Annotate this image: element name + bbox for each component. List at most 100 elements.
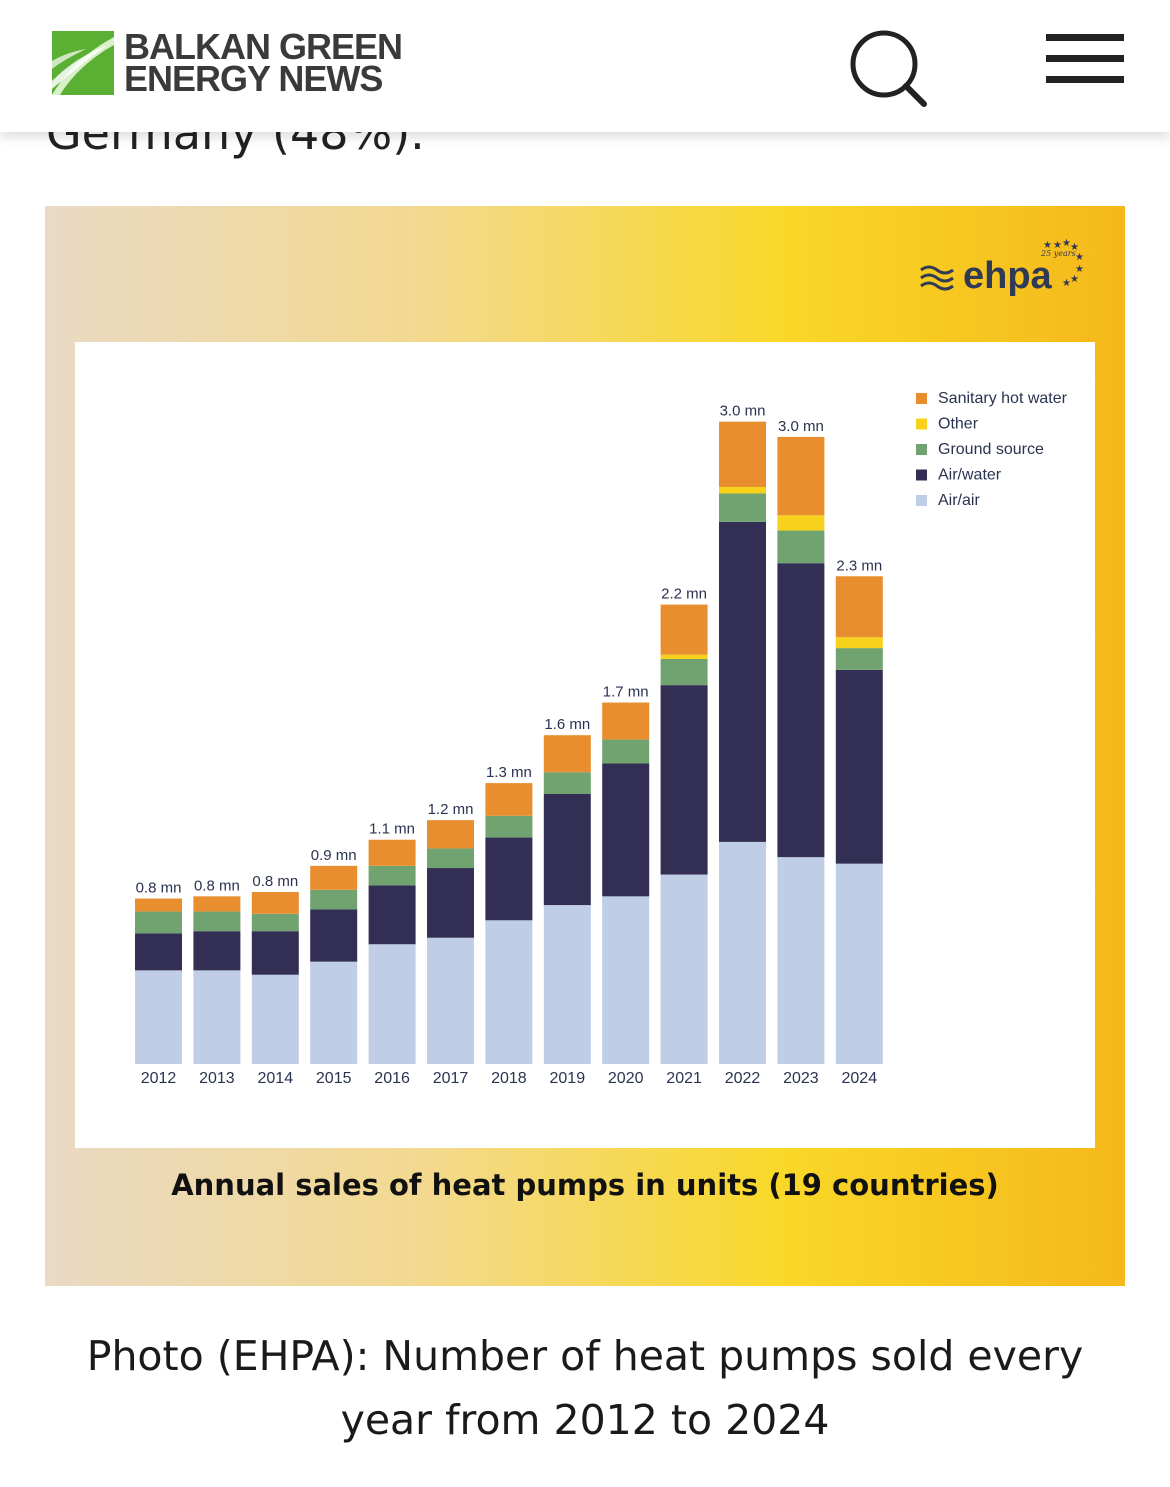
- bar-segment-air-air-2018: [485, 920, 533, 1064]
- bar-segment-air-water-2018: [485, 837, 533, 921]
- bar-segment-ground-source-2014: [251, 913, 299, 932]
- bar-segment-ground-source-2024: [835, 648, 883, 670]
- bar-segment-air-air-2024: [835, 863, 883, 1064]
- bar-segment-sanitary-hot-water-2022: [719, 421, 766, 487]
- site-header: BALKAN GREEN ENERGY NEWS: [0, 0, 1170, 132]
- bar-segment-other-2022: [719, 486, 766, 494]
- chart-title: Annual sales of heat pumps in units (19 …: [171, 1168, 999, 1202]
- total-label-2014: 0.8 mn: [252, 873, 298, 890]
- total-label-2023: 3.0 mn: [778, 418, 824, 435]
- bar-segment-sanitary-hot-water-2023: [777, 436, 825, 516]
- bar-segment-air-air-2021: [660, 874, 708, 1064]
- x-tick-label-2021: 2021: [666, 1070, 702, 1087]
- legend-label: Other: [938, 416, 979, 433]
- search-icon: [850, 30, 927, 107]
- photo-caption: Photo (EHPA): Number of heat pumps sold …: [86, 1332, 1084, 1444]
- x-tick-label-2016: 2016: [374, 1070, 410, 1087]
- x-tick-label-2013: 2013: [199, 1070, 235, 1087]
- bar-segment-sanitary-hot-water-2018: [485, 783, 533, 816]
- bar-segment-air-water-2020: [602, 763, 650, 897]
- menu-button[interactable]: [1046, 34, 1130, 94]
- bar-segment-sanitary-hot-water-2020: [602, 702, 650, 740]
- bar-segment-air-air-2020: [602, 896, 650, 1064]
- x-tick-label-2014: 2014: [258, 1070, 294, 1087]
- bar-segment-air-air-2014: [251, 974, 299, 1064]
- bar-segment-ground-source-2012: [135, 911, 182, 934]
- hamburger-icon: [1046, 34, 1124, 41]
- svg-text:★: ★: [1075, 264, 1084, 275]
- svg-text:★: ★: [1053, 240, 1062, 251]
- legend-label: Air/air: [938, 492, 980, 509]
- stars-icon: ★ ★ ★ ★★★ ★★: [1043, 238, 1084, 289]
- logo-line-1: BALKAN GREEN: [124, 26, 403, 67]
- bar-segment-air-water-2023: [777, 563, 825, 858]
- bar-segment-air-air-2013: [193, 970, 241, 1064]
- bar-segment-air-water-2021: [660, 685, 708, 875]
- ehpa-logo: ehpa 25 years ★ ★ ★ ★★★ ★★: [920, 238, 1084, 297]
- bar-segment-other-2023: [777, 515, 825, 531]
- svg-text:★: ★: [1070, 242, 1079, 253]
- bar-segment-sanitary-hot-water-2016: [368, 839, 416, 866]
- bar-segment-air-air-2016: [368, 944, 416, 1064]
- bar-segment-air-water-2019: [543, 794, 591, 906]
- bar-segment-ground-source-2023: [777, 530, 825, 564]
- x-tick-label-2023: 2023: [783, 1070, 819, 1087]
- bar-segment-sanitary-hot-water-2015: [310, 865, 358, 890]
- x-tick-label-2022: 2022: [725, 1070, 761, 1087]
- total-label-2018: 1.3 mn: [486, 764, 532, 781]
- bar-segment-sanitary-hot-water-2017: [427, 820, 474, 849]
- total-label-2021: 2.2 mn: [661, 586, 707, 603]
- x-axis: 2012 2013 2014 2015 2016 2017 2018 2019 2020 2021…: [141, 1070, 877, 1087]
- x-tick-label-2018: 2018: [491, 1070, 527, 1087]
- total-labels-layer: 0.8 mn 0.8 mn 0.8 mn 0.9 mn 1.1 mn 1.2 mn 1.3 …: [136, 403, 883, 897]
- site-logo[interactable]: BALKAN GREEN ENERGY NEWS: [52, 28, 412, 98]
- bars-layer: [135, 421, 883, 1064]
- bar-segment-air-air-2023: [777, 857, 825, 1064]
- total-label-2020: 1.7 mn: [603, 684, 649, 701]
- total-label-2012: 0.8 mn: [136, 880, 182, 897]
- bar-segment-air-air-2019: [543, 905, 591, 1064]
- bar-segment-air-air-2017: [427, 937, 474, 1064]
- legend-swatch: [916, 393, 927, 404]
- chart-panel: 0.8 mn 0.8 mn 0.8 mn 0.9 mn 1.1 mn 1.2 mn 1.3 …: [75, 342, 1095, 1148]
- bar-segment-air-water-2015: [310, 909, 358, 962]
- x-tick-label-2017: 2017: [433, 1070, 469, 1087]
- bar-segment-other-2021: [660, 654, 708, 659]
- bar-segment-ground-source-2020: [602, 739, 650, 764]
- legend-swatch: [916, 418, 927, 430]
- total-label-2016: 1.1 mn: [369, 821, 415, 838]
- bar-segment-ground-source-2013: [193, 911, 241, 932]
- bar-segment-sanitary-hot-water-2021: [660, 604, 708, 655]
- svg-text:★: ★: [1070, 274, 1079, 285]
- bar-segment-ground-source-2022: [719, 493, 766, 522]
- x-tick-label-2024: 2024: [842, 1070, 878, 1087]
- logo-wordmark: BALKAN GREEN ENERGY NEWS: [124, 26, 403, 97]
- bar-segment-air-air-2015: [310, 961, 358, 1064]
- total-label-2015: 0.9 mn: [311, 847, 357, 864]
- bar-segment-air-water-2012: [135, 933, 182, 971]
- x-tick-label-2019: 2019: [550, 1070, 586, 1087]
- x-tick-label-2012: 2012: [141, 1070, 177, 1087]
- legend-label: Ground source: [938, 441, 1044, 458]
- search-button[interactable]: [846, 28, 930, 112]
- ehpa-logo-text: ehpa: [963, 255, 1053, 297]
- bar-segment-sanitary-hot-water-2012: [135, 898, 182, 912]
- svg-text:★: ★: [1062, 238, 1071, 249]
- bar-segment-sanitary-hot-water-2019: [543, 735, 591, 773]
- legend-swatch: [916, 444, 927, 455]
- x-tick-label-2015: 2015: [316, 1070, 352, 1087]
- bar-segment-air-water-2016: [368, 885, 416, 945]
- total-label-2013: 0.8 mn: [194, 877, 240, 894]
- bar-segment-air-water-2024: [835, 669, 883, 864]
- bar-segment-air-air-2022: [719, 841, 766, 1064]
- bar-segment-ground-source-2015: [310, 889, 358, 910]
- hamburger-line: [1046, 76, 1124, 83]
- wave-lines-icon: [920, 265, 954, 291]
- bar-segment-ground-source-2021: [660, 659, 708, 686]
- bar-segment-air-water-2013: [193, 931, 241, 971]
- svg-text:★: ★: [1043, 240, 1052, 251]
- bar-segment-air-water-2022: [719, 521, 766, 842]
- legend-label: Sanitary hot water: [938, 390, 1068, 407]
- svg-text:★: ★: [1075, 252, 1084, 263]
- bar-segment-ground-source-2019: [543, 772, 591, 794]
